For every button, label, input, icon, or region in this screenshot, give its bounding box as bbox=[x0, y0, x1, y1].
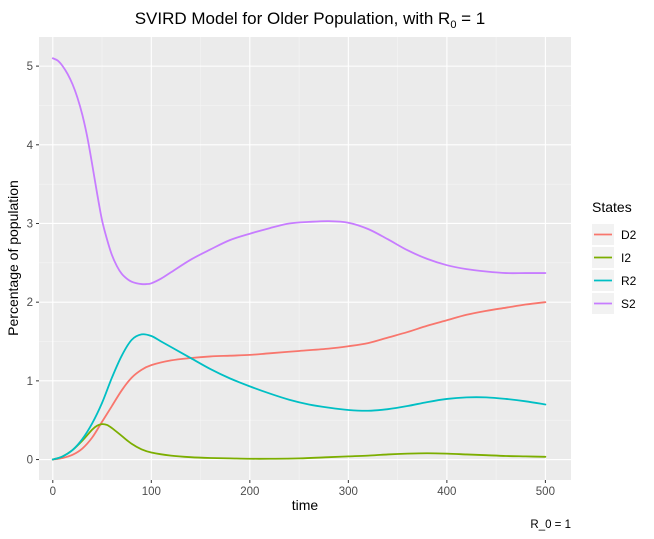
series-line-i2 bbox=[51, 423, 547, 461]
y-tick-label: 1 bbox=[27, 376, 33, 388]
x-tick-label: 400 bbox=[437, 486, 456, 498]
series-line-s2 bbox=[51, 57, 547, 286]
plot-panel bbox=[39, 37, 571, 480]
legend: States D2 I2 R2 S2 bbox=[592, 199, 637, 314]
caption: R_0 = 1 bbox=[530, 519, 571, 531]
y-tick-label: 5 bbox=[27, 61, 33, 73]
series-line-r2 bbox=[51, 333, 547, 461]
series-line-d2 bbox=[51, 301, 547, 461]
x-tick-label: 500 bbox=[536, 486, 555, 498]
legend-label-r2: R2 bbox=[621, 274, 637, 288]
legend-title: States bbox=[592, 199, 632, 215]
y-axis-ticks: 0 1 2 3 4 5 bbox=[27, 61, 39, 467]
grid-lines bbox=[39, 37, 571, 480]
y-tick-label: 0 bbox=[27, 455, 33, 467]
x-tick-label: 0 bbox=[50, 486, 56, 498]
x-tick-label: 300 bbox=[339, 486, 358, 498]
y-axis-title: Percentage of population bbox=[5, 180, 21, 336]
legend-label-d2: D2 bbox=[621, 228, 637, 242]
legend-label-s2: S2 bbox=[621, 297, 636, 311]
y-tick-label: 3 bbox=[27, 218, 33, 230]
y-tick-label: 4 bbox=[27, 140, 34, 152]
x-axis-title: time bbox=[292, 497, 319, 513]
chart-title: SVIRD Model for Older Population, with R… bbox=[135, 9, 486, 31]
x-tick-label: 200 bbox=[240, 486, 259, 498]
y-tick-label: 2 bbox=[27, 297, 33, 309]
legend-label-i2: I2 bbox=[621, 251, 631, 265]
x-tick-label: 100 bbox=[142, 486, 161, 498]
series-layer bbox=[51, 57, 547, 461]
x-axis-ticks: 0 100 200 300 400 500 bbox=[50, 480, 555, 498]
